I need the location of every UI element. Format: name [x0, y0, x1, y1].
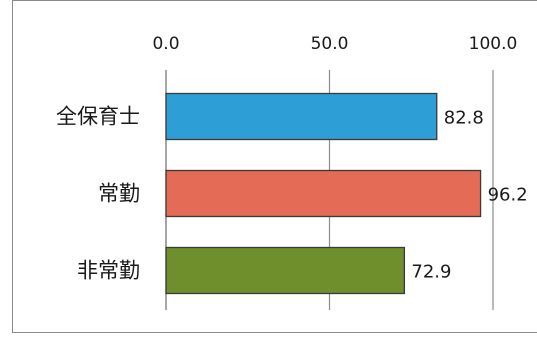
data-label: 82.8 [444, 108, 484, 129]
x-tick-labels: 0.0 50.0 100.0 [152, 34, 517, 54]
category-label: 非常勤 [77, 259, 140, 283]
bar-1 [165, 169, 482, 218]
bar-0 [165, 92, 438, 141]
x-tick-label: 0.0 [152, 34, 179, 54]
x-tick-label: 100.0 [469, 34, 518, 54]
bars [165, 92, 482, 295]
x-tick-label: 50.0 [311, 34, 349, 54]
data-label: 72.9 [411, 262, 451, 283]
data-label: 96.2 [488, 185, 528, 206]
category-label: 常勤 [98, 182, 140, 206]
data-labels: 82.8 96.2 72.9 [411, 108, 527, 283]
category-label: 全保育士 [56, 105, 140, 129]
bar-2 [165, 246, 406, 295]
